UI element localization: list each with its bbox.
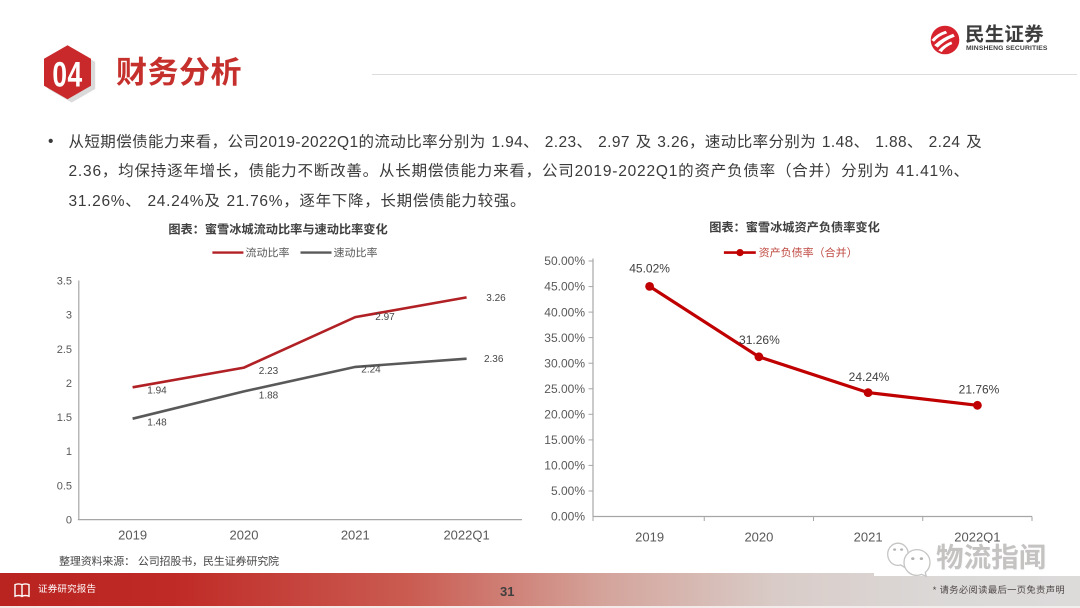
svg-text:40.00%: 40.00% xyxy=(544,305,585,319)
svg-text:35.00%: 35.00% xyxy=(544,331,585,345)
svg-text:45.00%: 45.00% xyxy=(544,280,585,294)
svg-text:2.36: 2.36 xyxy=(484,354,504,365)
svg-text:速动比率: 速动比率 xyxy=(334,247,378,260)
svg-text:1.5: 1.5 xyxy=(57,412,72,424)
svg-text:0: 0 xyxy=(66,514,72,526)
svg-text:2020: 2020 xyxy=(744,530,773,545)
svg-text:5.00%: 5.00% xyxy=(551,484,585,498)
svg-text:2020: 2020 xyxy=(230,528,259,543)
svg-text:图表：蜜雪冰城流动比率与速动比率变化: 图表：蜜雪冰城流动比率与速动比率变化 xyxy=(168,222,387,236)
svg-text:10.00%: 10.00% xyxy=(544,459,585,473)
svg-text:2.23: 2.23 xyxy=(259,366,279,377)
svg-text:资产负债率（合并）: 资产负债率（合并） xyxy=(759,247,858,260)
svg-text:04: 04 xyxy=(52,55,82,94)
svg-text:0.00%: 0.00% xyxy=(551,510,585,524)
svg-text:1: 1 xyxy=(66,446,72,458)
svg-text:1.88: 1.88 xyxy=(259,391,279,402)
svg-text:20.00%: 20.00% xyxy=(544,408,585,422)
svg-text:1.48: 1.48 xyxy=(147,418,167,429)
svg-text:2022Q1: 2022Q1 xyxy=(443,528,489,543)
svg-text:2.24: 2.24 xyxy=(361,365,381,376)
svg-text:1.94: 1.94 xyxy=(147,385,167,396)
svg-text:2022Q1: 2022Q1 xyxy=(954,530,1000,545)
svg-text:25.00%: 25.00% xyxy=(544,382,585,396)
svg-text:3.26: 3.26 xyxy=(486,293,506,304)
svg-text:2.97: 2.97 xyxy=(375,312,395,323)
svg-text:3: 3 xyxy=(66,310,72,322)
svg-text:30.00%: 30.00% xyxy=(544,356,585,370)
svg-text:0.5: 0.5 xyxy=(57,480,72,492)
svg-text:31.26%: 31.26% xyxy=(739,333,780,347)
svg-text:2021: 2021 xyxy=(854,530,883,545)
svg-text:2: 2 xyxy=(66,378,72,390)
svg-text:2021: 2021 xyxy=(341,528,370,543)
svg-text:50.00%: 50.00% xyxy=(544,254,585,268)
svg-text:24.24%: 24.24% xyxy=(849,370,890,384)
svg-text:15.00%: 15.00% xyxy=(544,433,585,447)
svg-text:2019: 2019 xyxy=(635,530,664,545)
svg-text:45.02%: 45.02% xyxy=(629,262,670,276)
svg-text:流动比率: 流动比率 xyxy=(246,247,290,260)
svg-text:2019: 2019 xyxy=(118,528,147,543)
svg-text:2.5: 2.5 xyxy=(57,344,72,356)
svg-text:21.76%: 21.76% xyxy=(959,382,1000,396)
svg-text:图表：蜜雪冰城资产负债率变化: 图表：蜜雪冰城资产负债率变化 xyxy=(709,220,880,234)
svg-text:3.5: 3.5 xyxy=(57,276,72,288)
